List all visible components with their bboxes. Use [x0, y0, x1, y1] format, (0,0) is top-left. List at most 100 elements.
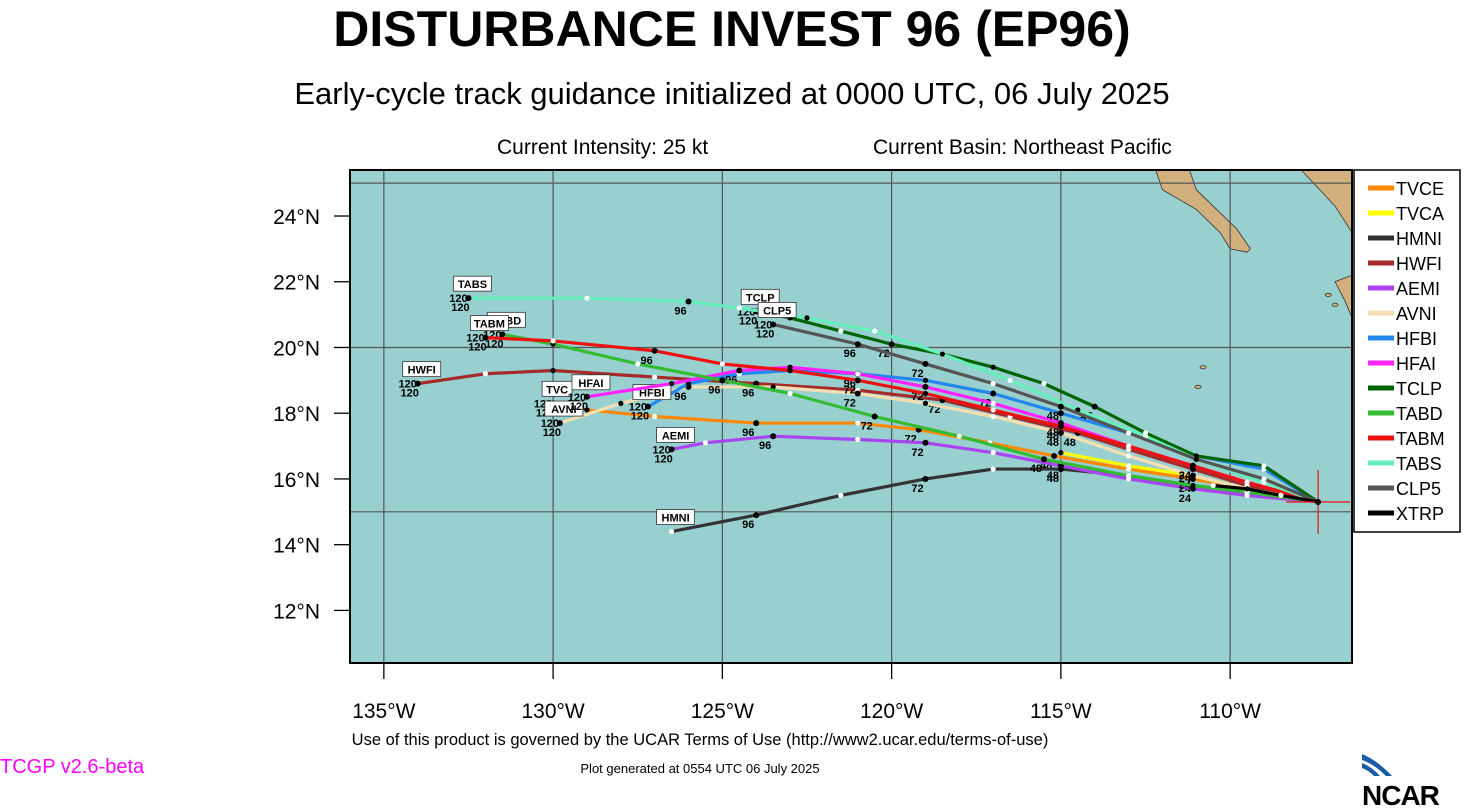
island — [1194, 384, 1202, 389]
track-point — [990, 466, 996, 472]
lon-tick-label: 115°W — [1030, 700, 1092, 723]
track-end-label: TVC — [546, 384, 568, 396]
track-point — [1244, 486, 1250, 492]
track-point — [584, 295, 590, 301]
track-tabd — [500, 332, 1320, 504]
track-end-label-box — [656, 509, 695, 525]
legend-item: HMNI — [1396, 229, 1442, 249]
track-point — [1210, 482, 1216, 489]
track-point — [804, 315, 810, 321]
track-point — [855, 436, 861, 443]
lat-tick-label: 24°N — [273, 206, 320, 229]
track-point — [1125, 453, 1132, 459]
forecast-hour-point — [736, 367, 743, 374]
track-end-label-box — [571, 374, 611, 391]
track-point — [1193, 456, 1199, 462]
legend: TVCE TVCA HMNI HWFI AEMI AVNI HFBI HFAI TCLP TABD… — [1353, 169, 1461, 533]
legend-item: HFAI — [1396, 354, 1436, 374]
forecast-hour-point — [1057, 403, 1064, 410]
track-end-hour: 120 — [466, 333, 484, 345]
lon-tick-label: 110°W — [1199, 700, 1261, 723]
legend-item: TABS — [1396, 454, 1442, 474]
forecast-hour-label: 48 — [1047, 437, 1059, 449]
track-point — [1007, 377, 1013, 383]
forecast-hour-label: 48 — [1047, 473, 1059, 485]
legend-box — [1353, 169, 1461, 533]
track-point — [990, 413, 996, 420]
track-end-label: HMNI — [662, 513, 690, 525]
forecast-hour-label: 120 — [401, 388, 419, 400]
legend-item: HFBI — [1396, 329, 1437, 349]
track-end-label: HFAI — [578, 378, 603, 390]
track-point — [922, 377, 929, 383]
forecast-hour-point — [854, 341, 861, 348]
forecast-hour-label: 48 — [1047, 430, 1059, 442]
lat-tick-label: 14°N — [273, 535, 320, 558]
forecast-hour-label: 96 — [742, 519, 754, 531]
track-point — [787, 367, 793, 374]
track-point — [1125, 443, 1132, 449]
track-end-hour: 120 — [629, 402, 647, 414]
track-end-hour: 120 — [541, 418, 559, 430]
island — [1331, 302, 1339, 307]
generated-time: Plot generated at 0554 UTC 06 July 2025 — [580, 761, 820, 776]
legend-item: AEMI — [1396, 279, 1440, 299]
track-point — [922, 400, 929, 406]
track-point — [1261, 463, 1267, 469]
legend-item: XTRP — [1396, 504, 1444, 524]
track-end-label: AVNI — [551, 404, 576, 416]
version-label: TCGP v2.6-beta — [0, 756, 145, 778]
forecast-hour-point — [465, 295, 472, 302]
map-frame — [349, 169, 1353, 664]
forecast-hour-point — [1057, 429, 1064, 436]
forecast-hour-point — [668, 446, 675, 453]
track-point — [1278, 492, 1284, 498]
track-map: 12°N 14°N 16°N 18°N 20°N 22°N 24°N 135°W 130°W 12… — [273, 169, 1461, 723]
forecast-hour-point — [651, 347, 658, 354]
track-end-label: HWFI — [408, 365, 436, 377]
forecast-hour-label: 72 — [844, 384, 856, 396]
track-point — [872, 328, 878, 334]
island — [1324, 292, 1332, 297]
ncar-wave-icon — [1362, 754, 1392, 776]
forecast-hour-point — [990, 390, 997, 397]
track-point — [550, 367, 556, 374]
forecast-hour-label: 120 — [485, 338, 503, 350]
track-point — [838, 328, 844, 334]
lat-tick-label: 20°N — [273, 337, 320, 360]
forecast-hour-label: 48 — [1030, 463, 1042, 475]
page-subtitle: Early-cycle track guidance initialized a… — [294, 76, 1170, 111]
forecast-hour-label: 96 — [708, 384, 720, 396]
track-point — [787, 390, 793, 397]
lon-tick-label: 130°W — [521, 700, 584, 723]
legend-item: TABM — [1396, 429, 1445, 449]
forecast-hour-label: 48 — [1047, 470, 1059, 482]
forecast-hour-label: 48 — [1064, 437, 1076, 449]
legend-item: HWFI — [1396, 254, 1442, 274]
track-point — [990, 364, 996, 370]
track-end-label: HFBI — [639, 388, 665, 400]
forecast-hour-label: 120 — [631, 411, 649, 423]
forecast-hour-label: 120 — [654, 453, 672, 465]
forecast-hour-point — [854, 390, 861, 397]
legend-item: AVNI — [1396, 304, 1437, 324]
track-point — [1190, 482, 1196, 489]
baja-california-land — [1155, 169, 1251, 253]
forecast-hour-label: 120 — [451, 302, 469, 314]
forecast-hour-label: 96 — [674, 305, 686, 317]
forecast-hour-point — [1091, 403, 1098, 410]
track-point — [990, 407, 996, 413]
track-point — [990, 400, 996, 406]
legend-item: TABD — [1396, 404, 1443, 424]
forecast-hour-point — [1057, 423, 1064, 430]
forecast-hour-point — [770, 321, 777, 328]
forecast-hour-point — [1189, 462, 1196, 469]
forecast-hour-label: 24 — [1179, 493, 1192, 505]
lat-tick-label: 22°N — [273, 272, 320, 295]
forecast-hour-point — [556, 420, 563, 427]
track-point — [855, 420, 861, 426]
track-end-hour: 120 — [652, 444, 670, 456]
forecast-hour-point — [1057, 410, 1064, 417]
track-point — [855, 371, 861, 377]
forecast-hour-point — [1189, 472, 1196, 479]
